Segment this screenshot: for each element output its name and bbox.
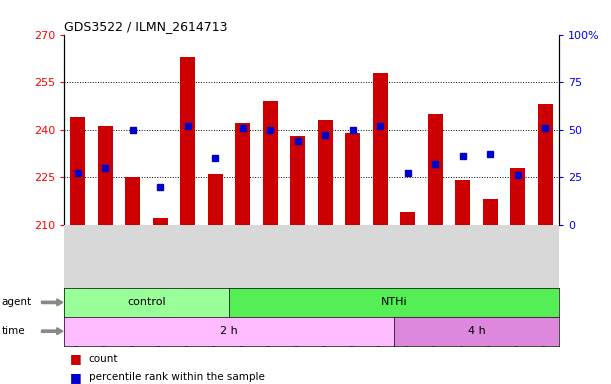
Text: control: control — [127, 297, 166, 308]
Bar — [455, 180, 470, 225]
Bar — [290, 136, 306, 225]
Text: GDS3522 / ILMN_2614713: GDS3522 / ILMN_2614713 — [64, 20, 228, 33]
Bar — [125, 177, 141, 225]
Bar — [70, 117, 86, 225]
Text: ■: ■ — [70, 371, 82, 384]
Bar — [180, 57, 196, 225]
Text: time: time — [1, 326, 25, 336]
Bar — [318, 120, 333, 225]
Bar — [400, 212, 415, 225]
Text: 2 h: 2 h — [220, 326, 238, 336]
Bar — [98, 126, 113, 225]
Bar — [538, 104, 553, 225]
Text: 4 h: 4 h — [467, 326, 486, 336]
Bar — [510, 168, 525, 225]
Text: NTHi: NTHi — [381, 297, 408, 308]
Bar — [483, 199, 498, 225]
Bar — [263, 101, 278, 225]
Bar — [428, 114, 443, 225]
Text: ■: ■ — [70, 353, 82, 366]
Text: percentile rank within the sample: percentile rank within the sample — [89, 372, 265, 382]
Bar — [373, 73, 388, 225]
Text: agent: agent — [1, 297, 31, 308]
Bar — [208, 174, 223, 225]
Text: count: count — [89, 354, 118, 364]
Bar — [153, 218, 168, 225]
Bar — [235, 123, 251, 225]
Bar — [345, 133, 360, 225]
